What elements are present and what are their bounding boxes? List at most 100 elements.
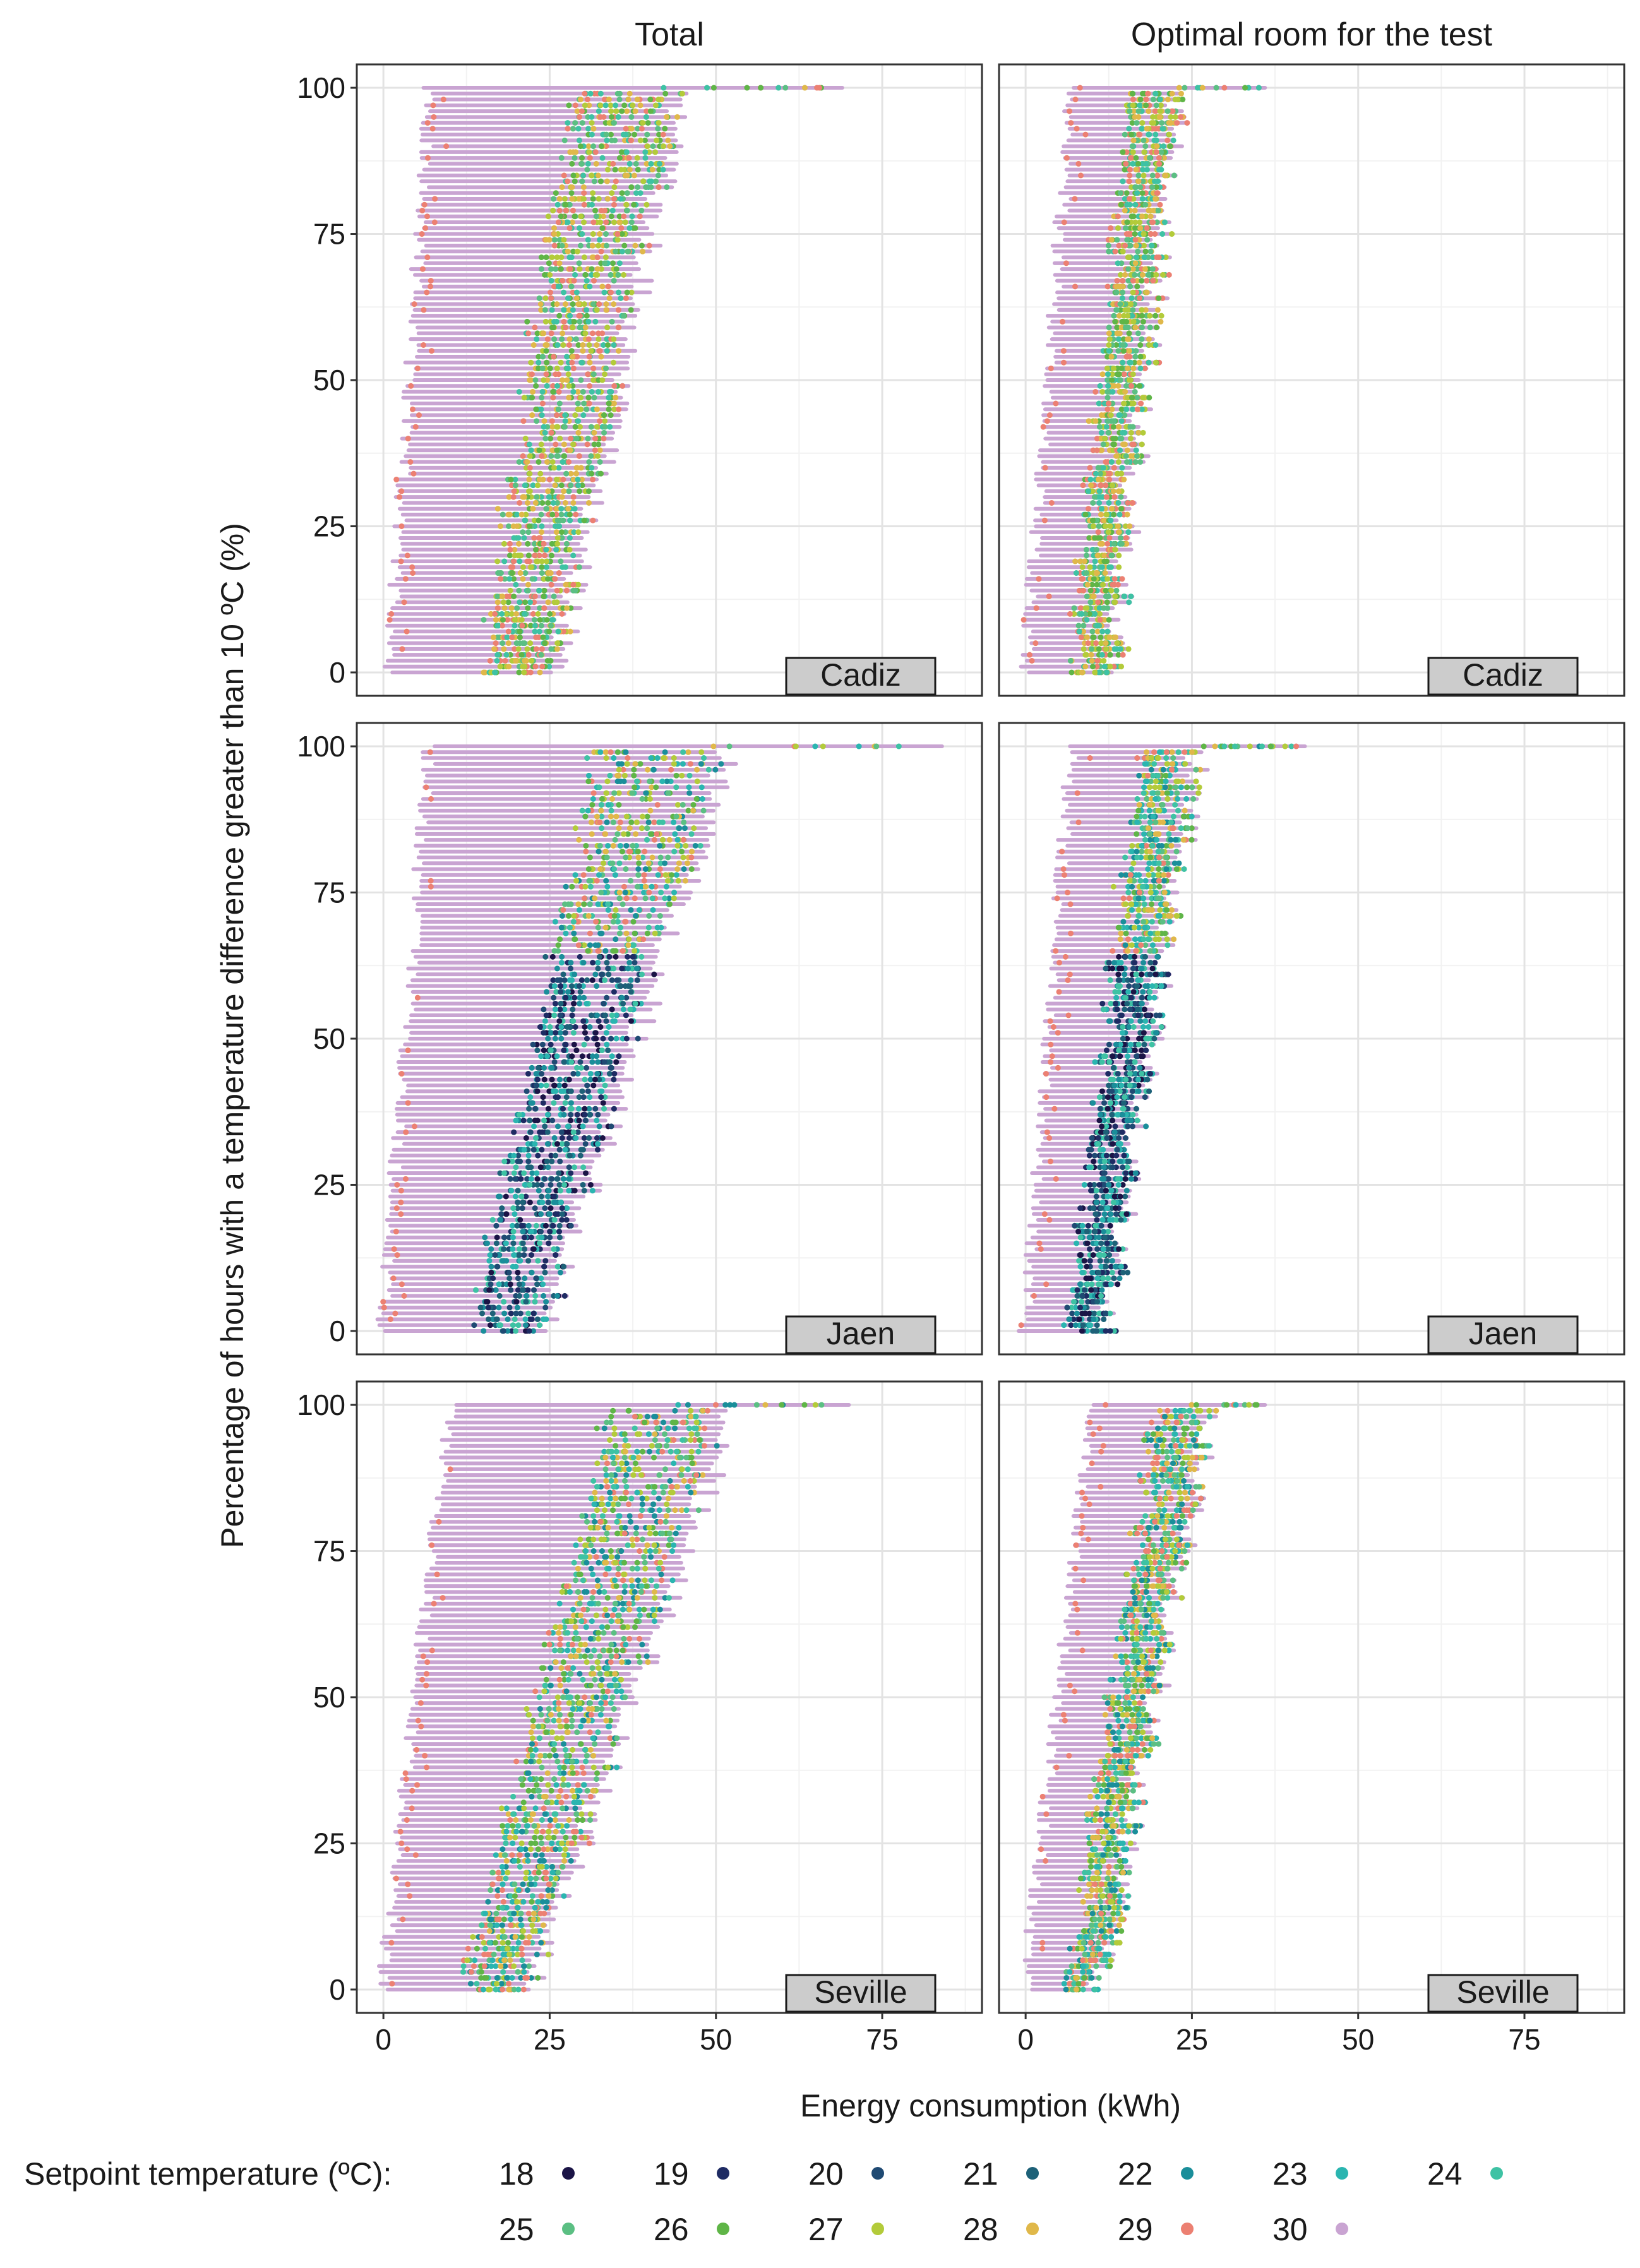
- data-point: [538, 623, 544, 629]
- data-point: [1108, 517, 1114, 523]
- data-point: [585, 395, 592, 401]
- data-point: [606, 389, 613, 395]
- data-point: [623, 854, 629, 861]
- data-point: [582, 1111, 588, 1118]
- data-point: [656, 167, 662, 173]
- data-point: [671, 895, 677, 902]
- data-point: [666, 901, 673, 907]
- data-point: [618, 225, 625, 231]
- data-point: [557, 1269, 563, 1275]
- data-point: [568, 482, 574, 489]
- data-point: [1108, 587, 1115, 594]
- data-point: [1103, 523, 1109, 529]
- data-point: [1086, 1322, 1092, 1328]
- data-point: [1120, 348, 1127, 354]
- data-point: [1085, 488, 1091, 494]
- data-point: [597, 866, 604, 872]
- data-point: [402, 1176, 409, 1182]
- data-point: [553, 1211, 560, 1217]
- data-point: [567, 628, 573, 635]
- data-point: [580, 184, 587, 190]
- data-point: [1087, 1246, 1093, 1252]
- data-point: [541, 377, 547, 383]
- data-point: [594, 254, 601, 261]
- data-point: [1101, 664, 1108, 670]
- data-point: [626, 225, 633, 231]
- data-point: [1120, 1269, 1126, 1275]
- data-point: [423, 784, 429, 791]
- data-point: [594, 266, 601, 272]
- data-point: [611, 965, 617, 972]
- data-point: [572, 178, 578, 184]
- data-point: [649, 854, 655, 861]
- data-point: [561, 424, 568, 430]
- data-point: [507, 1281, 513, 1287]
- data-point: [657, 913, 663, 919]
- data-point: [1124, 447, 1130, 453]
- data-point: [503, 652, 510, 658]
- data-point: [593, 160, 599, 167]
- data-point: [592, 90, 598, 97]
- data-point: [1060, 318, 1066, 325]
- data-point: [513, 1328, 519, 1334]
- data-point: [525, 1164, 532, 1171]
- data-point: [1092, 418, 1099, 424]
- data-point: [590, 476, 596, 482]
- data-point: [561, 318, 567, 325]
- data-point: [428, 878, 434, 884]
- data-point: [557, 517, 563, 523]
- data-point: [642, 849, 648, 855]
- data-point: [496, 1304, 502, 1311]
- data-point: [1170, 108, 1176, 114]
- data-point: [580, 1181, 586, 1188]
- data-point: [566, 1164, 572, 1171]
- data-point: [551, 1100, 557, 1106]
- data-point: [1128, 131, 1134, 138]
- data-point: [594, 424, 600, 430]
- data-point: [548, 646, 554, 652]
- data-point: [1105, 418, 1111, 424]
- data-point: [1117, 377, 1123, 383]
- data-point: [611, 1018, 618, 1024]
- data-point: [575, 418, 582, 424]
- data-point: [605, 907, 611, 913]
- data-point: [1068, 1322, 1074, 1328]
- data-point: [513, 1118, 519, 1124]
- data-point: [1098, 1188, 1104, 1194]
- data-point: [1174, 120, 1180, 126]
- data-point: [1074, 1287, 1080, 1293]
- data-point: [1075, 1229, 1082, 1235]
- data-point: [510, 494, 517, 500]
- data-point: [529, 576, 536, 582]
- data-point: [610, 160, 616, 167]
- data-point: [1081, 1287, 1087, 1293]
- data-point: [1130, 97, 1136, 103]
- data-point: [512, 476, 518, 482]
- data-point: [1127, 108, 1133, 114]
- data-point: [590, 196, 596, 202]
- data-point: [1164, 97, 1171, 103]
- data-point: [580, 196, 587, 202]
- data-point: [525, 1258, 532, 1264]
- data-layer: [1019, 85, 1267, 676]
- data-point: [1086, 611, 1092, 617]
- data-point: [620, 767, 626, 773]
- data-point: [590, 301, 596, 307]
- data-point: [616, 930, 623, 936]
- data-point: [563, 201, 569, 208]
- data-point: [536, 447, 542, 453]
- data-point: [1118, 436, 1125, 442]
- data-point: [1101, 1316, 1107, 1322]
- data-point: [544, 989, 550, 995]
- data-point: [559, 953, 565, 960]
- data-point: [602, 948, 609, 954]
- data-point: [566, 383, 572, 389]
- data-point: [515, 1322, 522, 1328]
- data-point: [640, 936, 647, 943]
- data-point: [581, 190, 587, 196]
- data-point: [1098, 511, 1104, 518]
- data-point: [568, 605, 574, 611]
- data-point: [574, 465, 580, 471]
- data-point: [585, 436, 591, 442]
- data-point: [587, 930, 593, 936]
